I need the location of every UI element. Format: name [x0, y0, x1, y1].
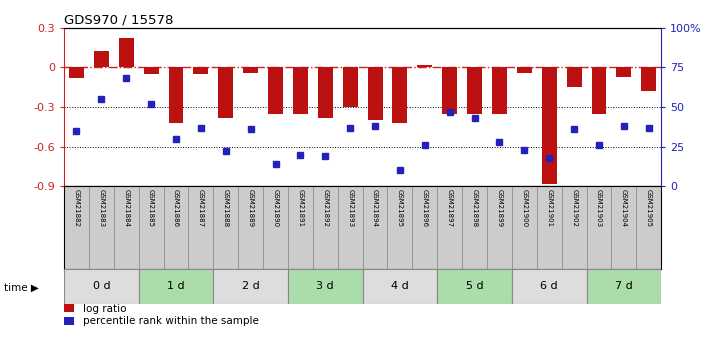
Text: GSM21885: GSM21885 — [148, 189, 154, 227]
Text: 5 d: 5 d — [466, 282, 483, 291]
Bar — [467, 67, 482, 114]
Bar — [517, 67, 532, 72]
Bar — [512, 186, 537, 269]
Bar — [169, 67, 183, 123]
Bar — [193, 67, 208, 74]
Text: GSM21897: GSM21897 — [447, 189, 453, 227]
Text: time ▶: time ▶ — [4, 283, 38, 293]
Bar — [462, 186, 487, 269]
Bar — [64, 186, 89, 269]
Text: GSM21895: GSM21895 — [397, 189, 403, 227]
Bar — [263, 186, 288, 269]
Bar — [562, 186, 587, 269]
Bar — [313, 186, 338, 269]
Text: GSM21902: GSM21902 — [571, 189, 577, 227]
Bar — [213, 186, 238, 269]
Text: 7 d: 7 d — [615, 282, 633, 291]
Bar — [412, 186, 437, 269]
Bar — [139, 186, 164, 269]
Text: GSM21892: GSM21892 — [322, 189, 328, 227]
Text: GSM21882: GSM21882 — [73, 189, 80, 227]
Legend: log ratio, percentile rank within the sample: log ratio, percentile rank within the sa… — [64, 304, 259, 326]
Bar — [288, 269, 363, 304]
Bar — [338, 186, 363, 269]
Bar — [492, 67, 507, 114]
Bar — [387, 186, 412, 269]
Bar — [94, 51, 109, 67]
Bar — [487, 186, 512, 269]
Text: GSM21883: GSM21883 — [98, 189, 105, 227]
Text: GSM21887: GSM21887 — [198, 189, 204, 227]
Bar — [587, 186, 611, 269]
Bar — [218, 67, 233, 118]
Bar — [114, 186, 139, 269]
Bar — [363, 186, 387, 269]
Text: GSM21899: GSM21899 — [496, 189, 503, 227]
Bar — [537, 186, 562, 269]
Bar — [89, 186, 114, 269]
Text: 3 d: 3 d — [316, 282, 334, 291]
Text: GSM21893: GSM21893 — [347, 189, 353, 227]
Text: 1 d: 1 d — [167, 282, 185, 291]
Bar — [144, 67, 159, 74]
Bar — [587, 269, 661, 304]
Bar — [243, 67, 258, 72]
Bar — [368, 67, 383, 120]
Bar — [213, 269, 288, 304]
Text: 0 d: 0 d — [92, 282, 110, 291]
Bar — [442, 67, 457, 114]
Bar — [288, 186, 313, 269]
Bar — [611, 186, 636, 269]
Text: GSM21900: GSM21900 — [521, 189, 528, 227]
Bar — [437, 186, 462, 269]
Bar — [641, 67, 656, 91]
Text: GSM21903: GSM21903 — [596, 189, 602, 227]
Bar — [164, 186, 188, 269]
Bar — [567, 67, 582, 87]
Text: GSM21894: GSM21894 — [372, 189, 378, 227]
Bar — [318, 67, 333, 118]
Bar — [616, 67, 631, 77]
Text: GSM21896: GSM21896 — [422, 189, 428, 227]
Bar — [188, 186, 213, 269]
Text: GSM21884: GSM21884 — [123, 189, 129, 227]
Text: 6 d: 6 d — [540, 282, 558, 291]
Text: GDS970 / 15578: GDS970 / 15578 — [64, 13, 173, 27]
Text: GSM21904: GSM21904 — [621, 189, 627, 227]
Bar — [139, 269, 213, 304]
Text: 2 d: 2 d — [242, 282, 260, 291]
Text: GSM21905: GSM21905 — [646, 189, 652, 227]
Text: GSM21889: GSM21889 — [247, 189, 254, 227]
Bar — [119, 38, 134, 67]
Bar — [238, 186, 263, 269]
Bar — [293, 67, 308, 114]
Text: GSM21886: GSM21886 — [173, 189, 179, 227]
Bar — [592, 67, 606, 114]
Text: GSM21890: GSM21890 — [272, 189, 279, 227]
Text: GSM21888: GSM21888 — [223, 189, 229, 227]
Bar — [636, 186, 661, 269]
Bar — [542, 67, 557, 184]
Bar — [512, 269, 587, 304]
Bar — [392, 67, 407, 123]
Text: GSM21891: GSM21891 — [297, 189, 304, 227]
Bar — [268, 67, 283, 114]
Bar — [363, 269, 437, 304]
Bar — [437, 269, 512, 304]
Bar — [64, 269, 139, 304]
Text: 4 d: 4 d — [391, 282, 409, 291]
Text: GSM21898: GSM21898 — [471, 189, 478, 227]
Text: GSM21901: GSM21901 — [546, 189, 552, 227]
Bar — [417, 65, 432, 67]
Bar — [343, 67, 358, 107]
Bar — [69, 67, 84, 78]
